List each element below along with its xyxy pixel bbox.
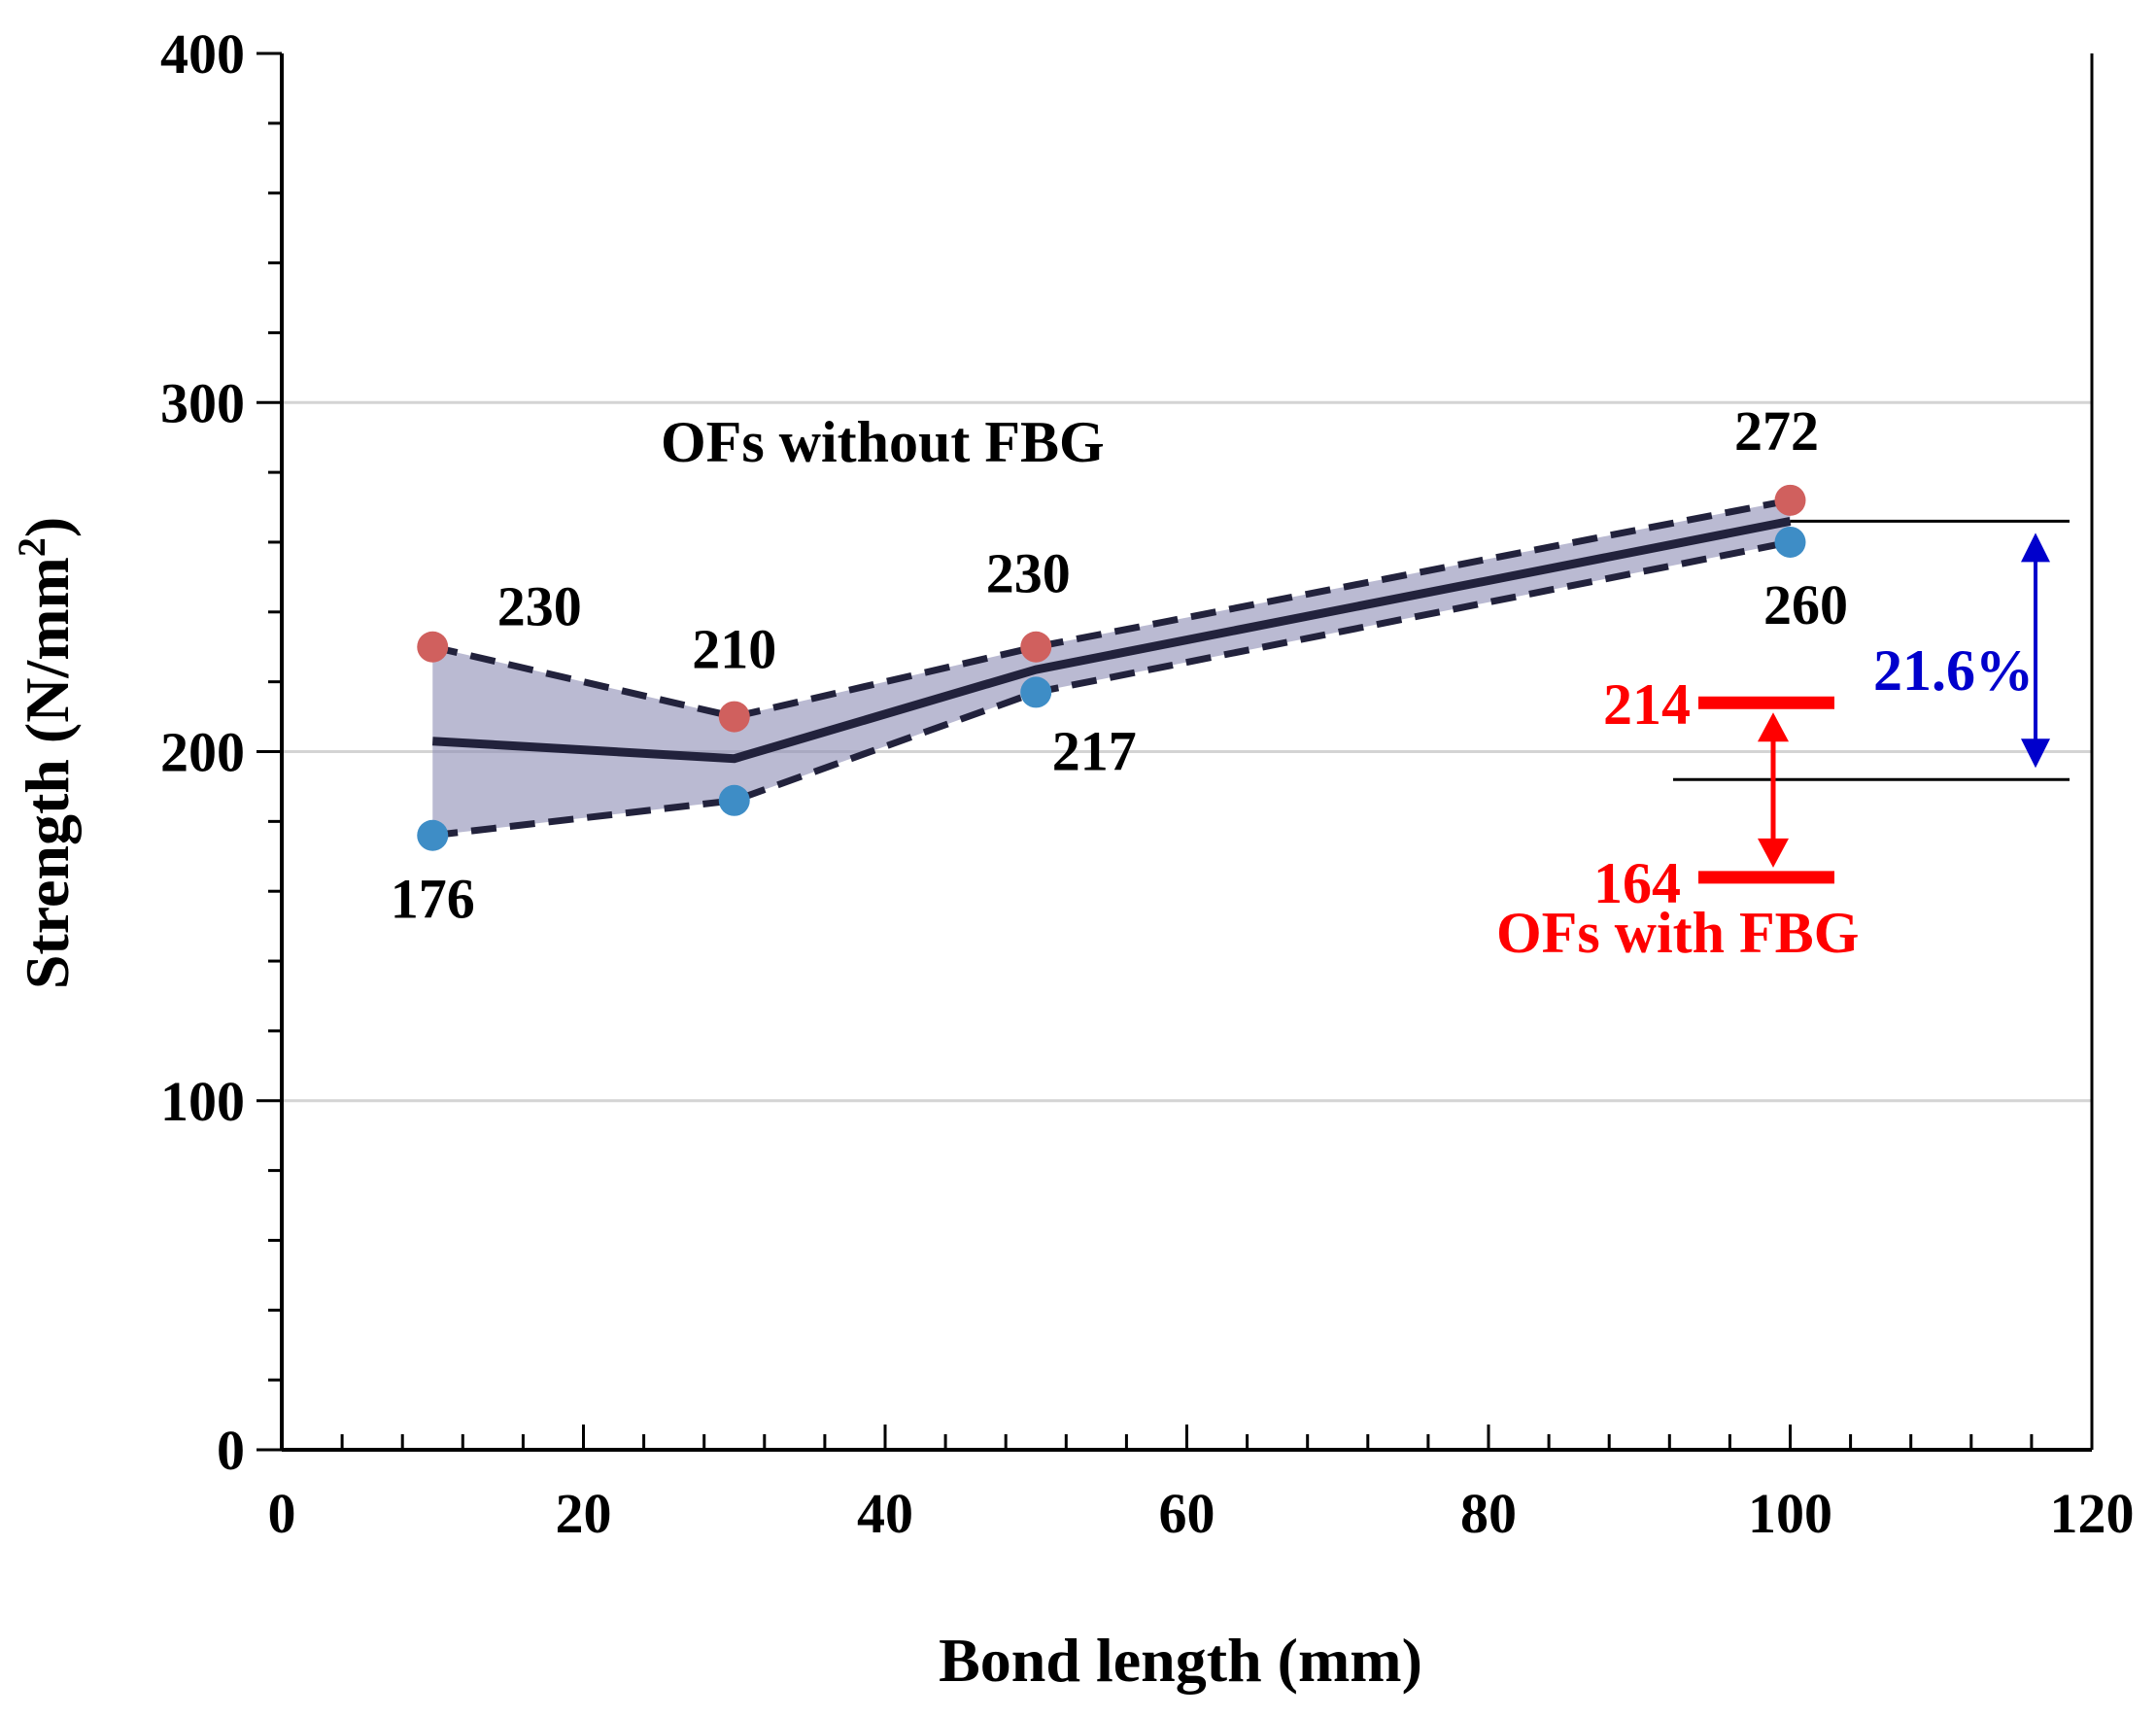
percent-arrow-head-down bbox=[2021, 738, 2050, 769]
annotation-with-fbg: OFs with FBG bbox=[1496, 901, 1859, 965]
marker-min bbox=[1774, 526, 1806, 558]
annotation-percent: 21.6% bbox=[1873, 638, 2034, 703]
y-tick-label: 300 bbox=[160, 371, 245, 434]
marker-min bbox=[417, 819, 449, 851]
fbg-max-label: 214 bbox=[1603, 672, 1691, 737]
x-tick-label: 120 bbox=[2050, 1482, 2135, 1545]
y-tick-label: 400 bbox=[160, 22, 245, 86]
annotation-without-fbg: OFs without FBG bbox=[661, 410, 1105, 474]
data-label-max: 210 bbox=[692, 618, 776, 681]
axes: 0 20 40 60 80 100 120 0 100 200 300 400 bbox=[160, 22, 2135, 1545]
data-label-max: 272 bbox=[1734, 399, 1819, 463]
x-axis-title: Bond length (mm) bbox=[939, 1626, 1422, 1695]
percent-arrow-head-up bbox=[2021, 532, 2050, 563]
data-label-min: 217 bbox=[1052, 719, 1137, 782]
x-tick-label: 40 bbox=[857, 1482, 913, 1545]
x-tick-label: 80 bbox=[1460, 1482, 1517, 1545]
marker-min bbox=[1020, 676, 1052, 708]
fbg-min-label: 164 bbox=[1593, 851, 1681, 915]
y-axis-title-close: ) bbox=[13, 517, 82, 537]
data-label-min: 260 bbox=[1763, 573, 1848, 636]
y-axis-title-main: Strength (N/mm bbox=[13, 557, 82, 989]
marker-max bbox=[1020, 631, 1052, 663]
annotation-layer: 214 164 bbox=[1593, 519, 2070, 915]
x-tick-label: 100 bbox=[1748, 1482, 1832, 1545]
labels-layer: Bond length (mm) Strength (N/mm2) OFs wi… bbox=[10, 410, 2034, 1695]
y-axis-title-superscript: 2 bbox=[10, 537, 53, 557]
range-band-layer bbox=[432, 499, 1791, 836]
series-line-max bbox=[431, 497, 1792, 721]
marker-max bbox=[718, 701, 750, 733]
y-tick-label: 0 bbox=[217, 1419, 245, 1482]
x-tick-label: 60 bbox=[1159, 1482, 1215, 1545]
y-axis-title: Strength (N/mm2) bbox=[10, 517, 82, 989]
y-tick-label: 100 bbox=[160, 1070, 245, 1133]
x-tick-label: 20 bbox=[556, 1482, 612, 1545]
data-label-max: 230 bbox=[497, 575, 582, 638]
range-band bbox=[432, 499, 1791, 836]
x-tick-label: 0 bbox=[268, 1482, 296, 1545]
marker-max bbox=[1774, 484, 1806, 516]
data-label-max: 230 bbox=[986, 542, 1071, 605]
fbg-arrow-head-up bbox=[1758, 712, 1789, 742]
series-layer: 230 176 210 230 217 272 260 bbox=[391, 399, 1848, 931]
data-label-min: 176 bbox=[391, 868, 475, 931]
series-line-mean bbox=[431, 516, 1792, 764]
fbg-arrow-head-down bbox=[1758, 838, 1789, 868]
marker-min bbox=[718, 784, 750, 816]
marker-max bbox=[417, 631, 449, 663]
y-tick-label: 200 bbox=[160, 721, 245, 784]
